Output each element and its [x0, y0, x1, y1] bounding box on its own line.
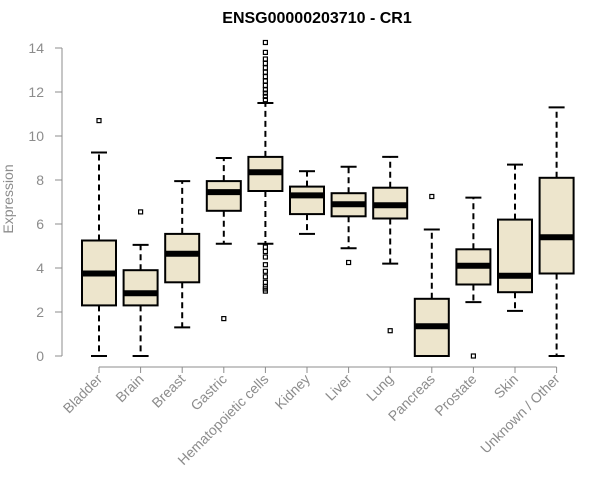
y-tick-label: 12 — [28, 84, 44, 100]
outlier-point — [262, 93, 268, 100]
outlier-point — [262, 49, 268, 56]
box-pancreas — [413, 193, 450, 357]
outlier-point — [262, 60, 268, 67]
y-tick-label: 2 — [36, 304, 44, 320]
outlier-point — [262, 82, 268, 89]
iqr-box — [497, 218, 533, 294]
y-axis-title: Expression — [0, 164, 16, 233]
iqr-box — [289, 185, 325, 216]
iqr-box — [164, 232, 201, 284]
outlier-point — [387, 328, 393, 334]
outlier-point — [470, 353, 476, 359]
box-brain — [122, 209, 159, 357]
box-prostate — [455, 196, 492, 359]
outlier-point — [262, 73, 268, 80]
y-axis: 0 2 4 6 8 10 12 14 — [28, 40, 63, 364]
outlier-point — [262, 279, 268, 285]
y-tick-label: 0 — [36, 348, 44, 364]
box-breast — [164, 180, 201, 329]
outlier-point — [262, 87, 268, 93]
outlier-point — [262, 69, 268, 75]
boxes — [81, 39, 575, 359]
box-hematopoietic-cells — [247, 39, 284, 294]
outlier-point — [262, 78, 268, 84]
outlier-point — [262, 244, 268, 250]
outlier-point — [262, 65, 268, 71]
outlier-point — [262, 56, 268, 62]
iqr-box — [205, 180, 242, 212]
y-tick-label: 8 — [36, 172, 44, 188]
box-gastric — [205, 157, 242, 322]
x-tick-label: Liver — [322, 371, 355, 404]
x-tick-label: Skin — [491, 371, 522, 402]
iqr-box — [538, 176, 575, 275]
outlier-point — [262, 268, 268, 274]
y-tick-label: 14 — [28, 40, 44, 56]
box-lung — [372, 155, 409, 334]
outlier-point — [262, 274, 268, 280]
outlier-point — [262, 262, 268, 268]
outlier-point — [429, 193, 435, 200]
y-tick-label: 4 — [36, 260, 44, 276]
box-skin — [497, 163, 533, 312]
outlier-point — [262, 248, 268, 255]
x-tick-label: Bladder — [60, 371, 106, 417]
outlier-point — [262, 39, 268, 46]
outlier-point — [346, 259, 352, 266]
chart-title: ENSG00000203710 - CR1 — [222, 10, 412, 27]
x-tick-label: Kidney — [272, 371, 314, 413]
outlier-point — [262, 90, 268, 96]
box-unknown-other — [538, 106, 575, 357]
outlier-point — [262, 254, 268, 260]
x-tick-label: Lung — [363, 371, 396, 404]
iqr-box — [122, 269, 159, 307]
outlier-point — [96, 117, 102, 124]
outlier-point — [138, 209, 144, 215]
box-kidney — [289, 170, 325, 235]
x-tick-label: Breast — [148, 371, 188, 411]
outlier-point — [221, 316, 227, 322]
y-tick-label: 6 — [36, 216, 44, 232]
box-liver — [330, 165, 367, 266]
x-tick-label: Brain — [112, 371, 146, 405]
x-tick-label: Prostate — [431, 371, 479, 419]
x-tick-label: Unknown / Other — [477, 371, 563, 457]
box-bladder — [81, 117, 117, 357]
y-tick-label: 10 — [28, 128, 44, 144]
outlier-point — [262, 97, 268, 103]
